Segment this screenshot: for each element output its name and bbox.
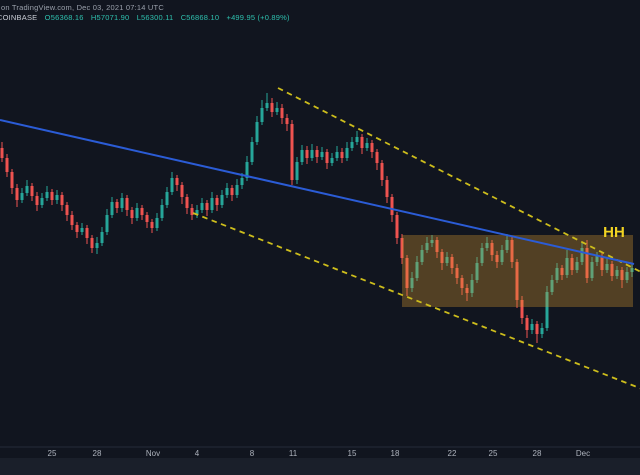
symbol-legend: COINBASE O56368.16 H57071.90 L56300.11 C… <box>0 13 295 22</box>
legend-high-value: H57071.90 <box>90 13 130 22</box>
time-axis-label: 8 <box>250 449 255 458</box>
time-axis-label: 25 <box>489 449 498 458</box>
time-axis-label: 25 <box>48 449 57 458</box>
channel-upper-trendline[interactable] <box>277 87 640 273</box>
legend-change-value: +499.95 (+0.89%) <box>226 13 290 22</box>
time-axis-label: 11 <box>289 449 298 458</box>
time-axis-label: Dec <box>576 449 590 458</box>
channel-lower-trendline[interactable] <box>192 212 640 390</box>
time-axis-label: 28 <box>93 449 102 458</box>
time-axis-label: Nov <box>146 449 160 458</box>
time-axis[interactable]: 25 28 Nov 4 8 11 15 18 22 25 28 Dec <box>0 446 640 458</box>
time-axis-label: 15 <box>348 449 357 458</box>
candlestick-series <box>0 93 634 343</box>
blue-trendline[interactable] <box>0 119 635 265</box>
bottom-padding-strip <box>0 458 640 475</box>
legend-close-value: C56868.10 <box>180 13 220 22</box>
legend-symbol: COINBASE <box>0 13 38 22</box>
legend-low-value: L56300.11 <box>136 13 174 22</box>
legend-open-value: O56368.16 <box>44 13 84 22</box>
snapshot-attribution: on TradingView.com, Dec 03, 2021 07:14 U… <box>1 3 164 12</box>
time-axis-label: 18 <box>391 449 400 458</box>
time-axis-label: 28 <box>533 449 542 458</box>
highlight-zone-rectangle[interactable] <box>402 235 633 307</box>
hh-annotation-label[interactable]: HH <box>603 224 625 241</box>
time-axis-label: 4 <box>195 449 200 458</box>
time-axis-label: 22 <box>448 449 457 458</box>
